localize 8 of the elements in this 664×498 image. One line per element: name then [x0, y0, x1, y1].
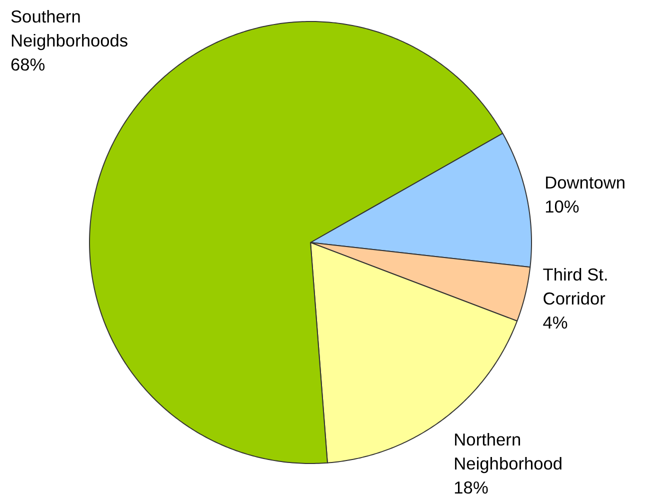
data-label: 10%	[544, 196, 580, 216]
data-label: 68%	[10, 54, 46, 74]
slice-label: Third St. Corridor	[542, 264, 608, 309]
slice-label: Downtown	[544, 172, 626, 192]
data-label: 18%	[454, 478, 488, 498]
data-label: 4%	[542, 312, 568, 333]
slice-label: Southern Neighborhoods	[10, 6, 128, 50]
slice-label: Northern Neighborhood	[454, 430, 563, 474]
